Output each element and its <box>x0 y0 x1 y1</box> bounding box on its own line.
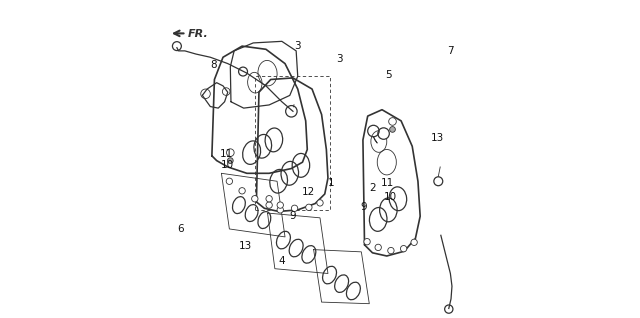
Circle shape <box>317 200 323 206</box>
Circle shape <box>277 207 284 213</box>
Text: 13: 13 <box>239 241 252 252</box>
Text: 7: 7 <box>447 46 454 56</box>
Text: 10: 10 <box>221 160 234 170</box>
Circle shape <box>252 196 258 202</box>
Circle shape <box>364 238 371 245</box>
Text: 2: 2 <box>369 183 376 193</box>
Circle shape <box>401 245 407 252</box>
Text: FR.: FR. <box>188 29 209 39</box>
Text: 6: 6 <box>177 224 184 234</box>
Circle shape <box>227 158 233 163</box>
Circle shape <box>411 239 417 245</box>
Text: 8: 8 <box>210 60 217 70</box>
Text: 9: 9 <box>290 211 296 221</box>
Text: 4: 4 <box>278 256 285 266</box>
Circle shape <box>277 202 284 208</box>
Circle shape <box>226 178 232 184</box>
Circle shape <box>388 247 394 254</box>
Circle shape <box>266 196 272 202</box>
Circle shape <box>291 205 298 211</box>
Text: 9: 9 <box>360 202 367 212</box>
Circle shape <box>172 42 181 51</box>
Circle shape <box>266 202 272 208</box>
Text: 11: 11 <box>381 178 394 188</box>
Circle shape <box>375 244 381 251</box>
Circle shape <box>390 127 396 132</box>
Text: 5: 5 <box>385 70 392 80</box>
Text: 10: 10 <box>383 192 397 202</box>
Text: 11: 11 <box>220 149 234 159</box>
Text: 13: 13 <box>431 133 444 143</box>
Circle shape <box>445 305 453 313</box>
Circle shape <box>285 106 297 117</box>
Text: 1: 1 <box>328 178 335 188</box>
Circle shape <box>378 128 389 139</box>
Circle shape <box>306 204 312 211</box>
Text: 3: 3 <box>336 54 342 64</box>
Text: 3: 3 <box>294 41 301 51</box>
Circle shape <box>239 188 245 194</box>
Text: 12: 12 <box>302 187 316 197</box>
